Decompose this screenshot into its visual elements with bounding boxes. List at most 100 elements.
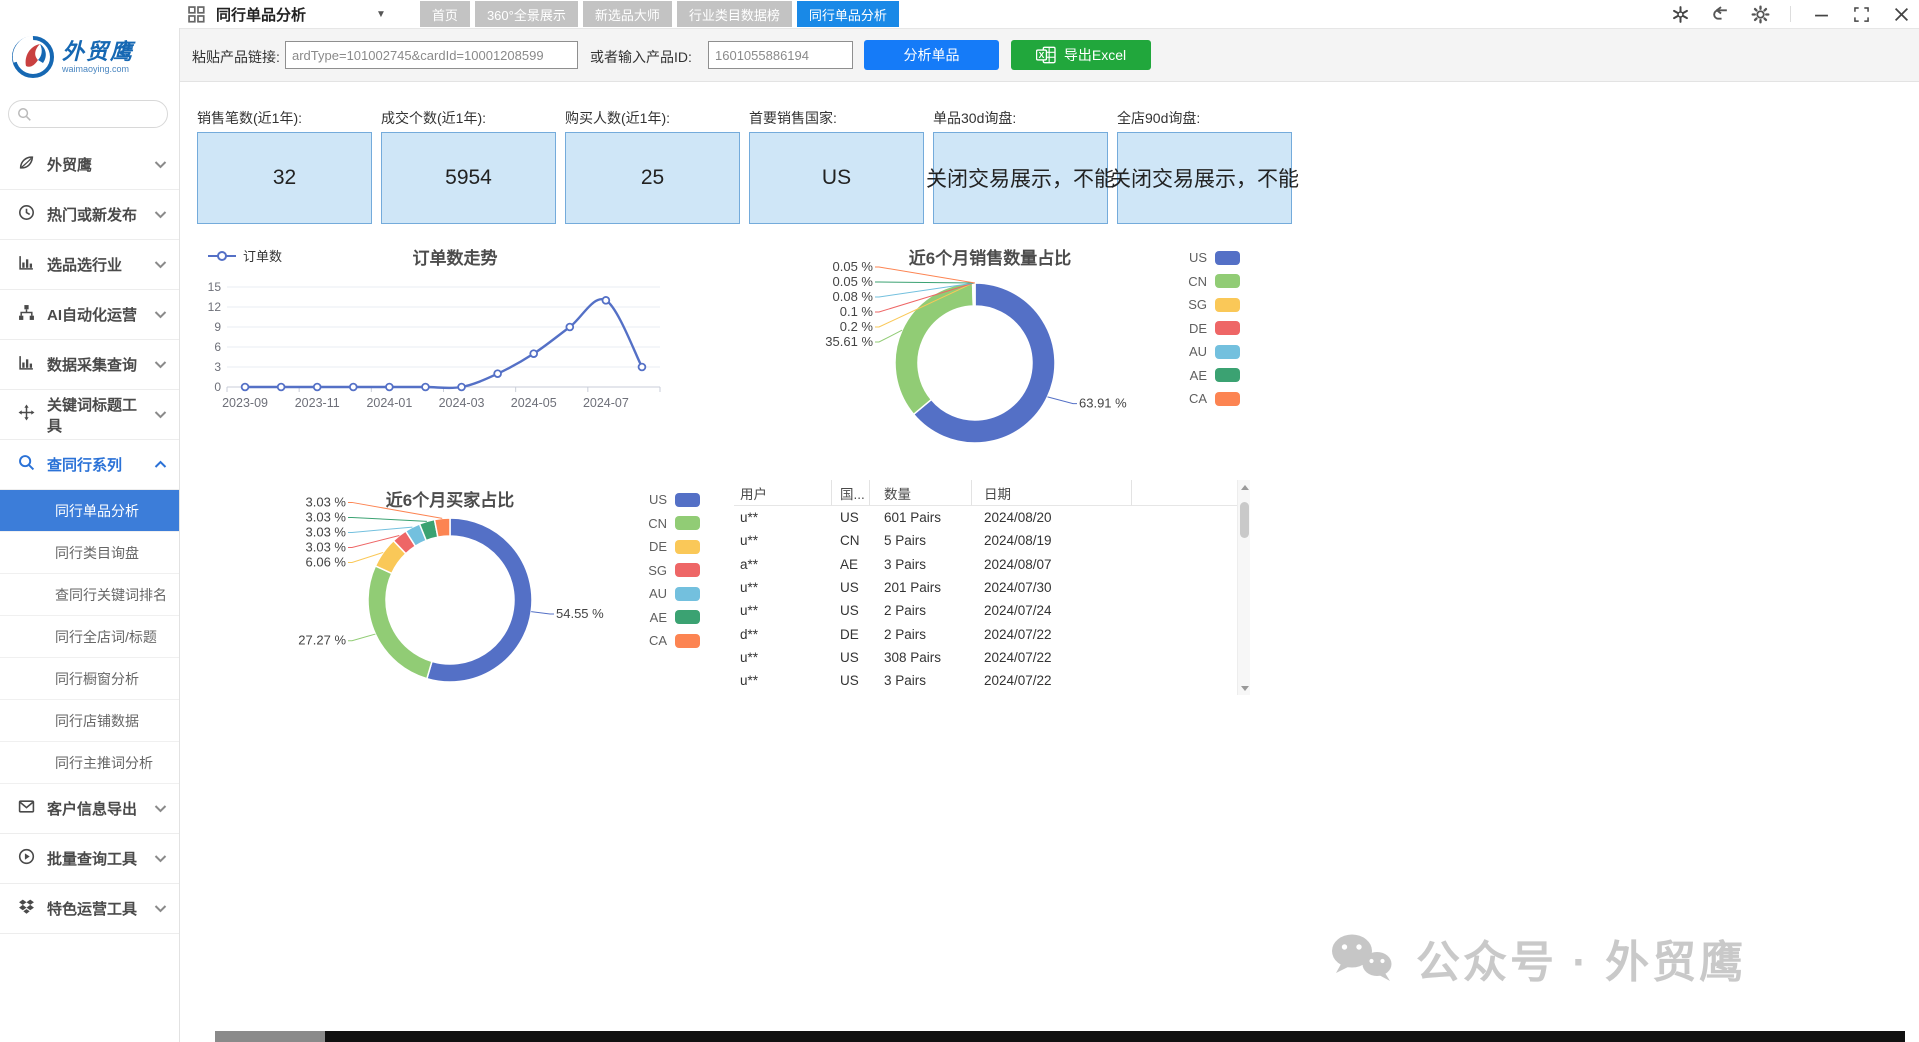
table-row-2[interactable]: a** AE 3 Pairs 2024/08/07 [734, 553, 1250, 576]
sales-share-chart-title: 近6个月销售数量占比 [908, 249, 1072, 268]
sidebar-subitem-同行类目询盘[interactable]: 同行类目询盘 [0, 532, 179, 574]
dropbox-icon [18, 898, 35, 920]
search-icon [18, 454, 35, 476]
table-cell: US [840, 580, 859, 596]
legend-swatch [675, 492, 700, 507]
watermark-text: 公众号 · 外贸鹰 [1416, 938, 1747, 987]
sidebar-item-客户信息导出[interactable]: 客户信息导出 [0, 784, 179, 834]
sidebar-search[interactable] [8, 100, 168, 128]
tab-首页[interactable]: 首页 [419, 1, 470, 27]
svg-text:54.55 %: 54.55 % [556, 606, 604, 621]
svg-text:3.03 %: 3.03 % [306, 539, 347, 554]
product-id-input[interactable] [708, 41, 853, 69]
svg-text:3.03 %: 3.03 % [306, 509, 347, 524]
table-row-0[interactable]: u** US 601 Pairs 2024/08/20 [734, 506, 1250, 529]
sidebar-item-数据采集查询[interactable]: 数据采集查询 [0, 340, 179, 390]
sidebar-item-特色运营工具[interactable]: 特色运营工具 [0, 884, 179, 934]
table-cell: US [840, 673, 859, 689]
orders-table: 用户 国... 数量 日期 u** US 601 Pairs 2024/08/20 u** CN… [734, 480, 1250, 695]
legend-item-AE[interactable]: AE [588, 606, 700, 630]
legend-item-AU[interactable]: AU [1128, 340, 1240, 364]
table-header-3[interactable]: 日期 [972, 480, 1132, 506]
legend-item-SG[interactable]: SG [588, 559, 700, 583]
table-cell-filler [1132, 506, 1250, 529]
table-cell: u** [740, 510, 759, 526]
sidebar-item-label: 特色运营工具 [47, 901, 138, 918]
legend-label: CN [648, 515, 667, 531]
legend-item-DE[interactable]: DE [588, 535, 700, 559]
tab-同行单品分析[interactable]: 同行单品分析 [796, 1, 899, 27]
maximize-button[interactable] [1851, 4, 1871, 24]
scrollbar-thumb[interactable] [1240, 502, 1249, 538]
legend-label: SG [648, 562, 667, 578]
table-row-6[interactable]: u** US 308 Pairs 2024/07/22 [734, 646, 1250, 669]
table-row-7[interactable]: u** US 3 Pairs 2024/07/22 [734, 669, 1250, 692]
export-excel-button[interactable]: X 导出Excel [1011, 40, 1151, 70]
undo-icon[interactable] [1710, 4, 1730, 24]
chevron-down-icon[interactable]: ▼ [376, 8, 386, 20]
table-cell: a** [740, 556, 759, 572]
sidebar-subitem-同行单品分析[interactable]: 同行单品分析 [0, 490, 179, 532]
table-header-0[interactable]: 用户 [734, 480, 832, 506]
table-row-4[interactable]: u** US 2 Pairs 2024/07/24 [734, 599, 1250, 622]
sidebar-item-选品选行业[interactable]: 选品选行业 [0, 240, 179, 290]
sidebar-item-AI自动化运营[interactable]: AI自动化运营 [0, 290, 179, 340]
settings-gear-icon[interactable] [1750, 4, 1770, 24]
scroll-down-icon[interactable] [1238, 681, 1251, 695]
clock-icon [18, 204, 35, 226]
table-row-5[interactable]: d** DE 2 Pairs 2024/07/22 [734, 622, 1250, 645]
sidebar-subitem-查同行关键词排名[interactable]: 查同行关键词排名 [0, 574, 179, 616]
tab-360°全景展示[interactable]: 360°全景展示 [474, 1, 578, 27]
legend-item-CA[interactable]: CA [588, 629, 700, 653]
chevron-down-icon [154, 900, 167, 918]
scroll-up-icon[interactable] [1238, 480, 1251, 494]
legend-label: DE [1188, 320, 1207, 336]
tab-新选品大师[interactable]: 新选品大师 [582, 1, 672, 27]
legend-item-DE[interactable]: DE [1128, 317, 1240, 341]
svg-text:0.2 %: 0.2 % [840, 319, 874, 334]
close-button[interactable] [1891, 4, 1911, 24]
line-legend-orders[interactable]: 订单数 [207, 246, 282, 265]
eagle-logo-icon [12, 35, 54, 78]
sidebar-item-label: 选品选行业 [47, 257, 123, 274]
chevron-down-icon [154, 206, 167, 224]
analyze-button[interactable]: 分析单品 [864, 40, 999, 70]
sidebar-item-热门或新发布[interactable]: 热门或新发布 [0, 190, 179, 240]
tab-行业类目数据榜[interactable]: 行业类目数据榜 [676, 1, 792, 27]
table-row-3[interactable]: u** US 201 Pairs 2024/07/30 [734, 576, 1250, 599]
sidebar-subitem-同行全店词/标题[interactable]: 同行全店词/标题 [0, 616, 179, 658]
table-cell: 2024/07/22 [984, 649, 1052, 665]
stat-label-5: 全店90d询盘: [1117, 110, 1201, 126]
table-cell: 308 Pairs [884, 649, 942, 665]
legend-item-AU[interactable]: AU [588, 582, 700, 606]
table-cell: 3 Pairs [884, 673, 927, 689]
legend-item-US[interactable]: US [588, 488, 700, 512]
legend-item-US[interactable]: US [1128, 246, 1240, 270]
legend-item-AE[interactable]: AE [1128, 364, 1240, 388]
sidebar-subitem-同行店铺数据[interactable]: 同行店铺数据 [0, 700, 179, 742]
minimize-button[interactable] [1811, 4, 1831, 24]
table-cell: 2 Pairs [884, 603, 927, 619]
sidebar-item-批量查询工具[interactable]: 批量查询工具 [0, 834, 179, 884]
product-link-input[interactable] [285, 41, 578, 69]
table-scrollbar[interactable] [1237, 480, 1250, 695]
legend-item-CN[interactable]: CN [1128, 270, 1240, 294]
table-cell: u** [740, 580, 759, 596]
table-header-1[interactable]: 国... [832, 480, 870, 506]
legend-item-SG[interactable]: SG [1128, 293, 1240, 317]
stat-label-4: 单品30d询盘: [933, 110, 1017, 126]
table-row-1[interactable]: u** CN 5 Pairs 2024/08/19 [734, 529, 1250, 552]
sidebar-subitem-同行橱窗分析[interactable]: 同行橱窗分析 [0, 658, 179, 700]
legend-item-CA[interactable]: CA [1128, 387, 1240, 411]
sidebar-item-外贸鹰[interactable]: 外贸鹰 [0, 140, 179, 190]
sidebar-item-查同行系列[interactable]: 查同行系列 [0, 440, 179, 490]
legend-item-CN[interactable]: CN [588, 512, 700, 536]
chevron-down-icon [154, 256, 167, 274]
sidebar-search-input[interactable] [38, 106, 158, 122]
table-header-2[interactable]: 数量 [870, 480, 972, 506]
assistant-icon[interactable] [1670, 4, 1690, 24]
sidebar-item-label: 查同行系列 [47, 457, 123, 474]
sidebar-subitem-同行主推词分析[interactable]: 同行主推词分析 [0, 742, 179, 784]
sidebar-item-关键词标题工具[interactable]: 关键词标题工具 [0, 390, 179, 440]
